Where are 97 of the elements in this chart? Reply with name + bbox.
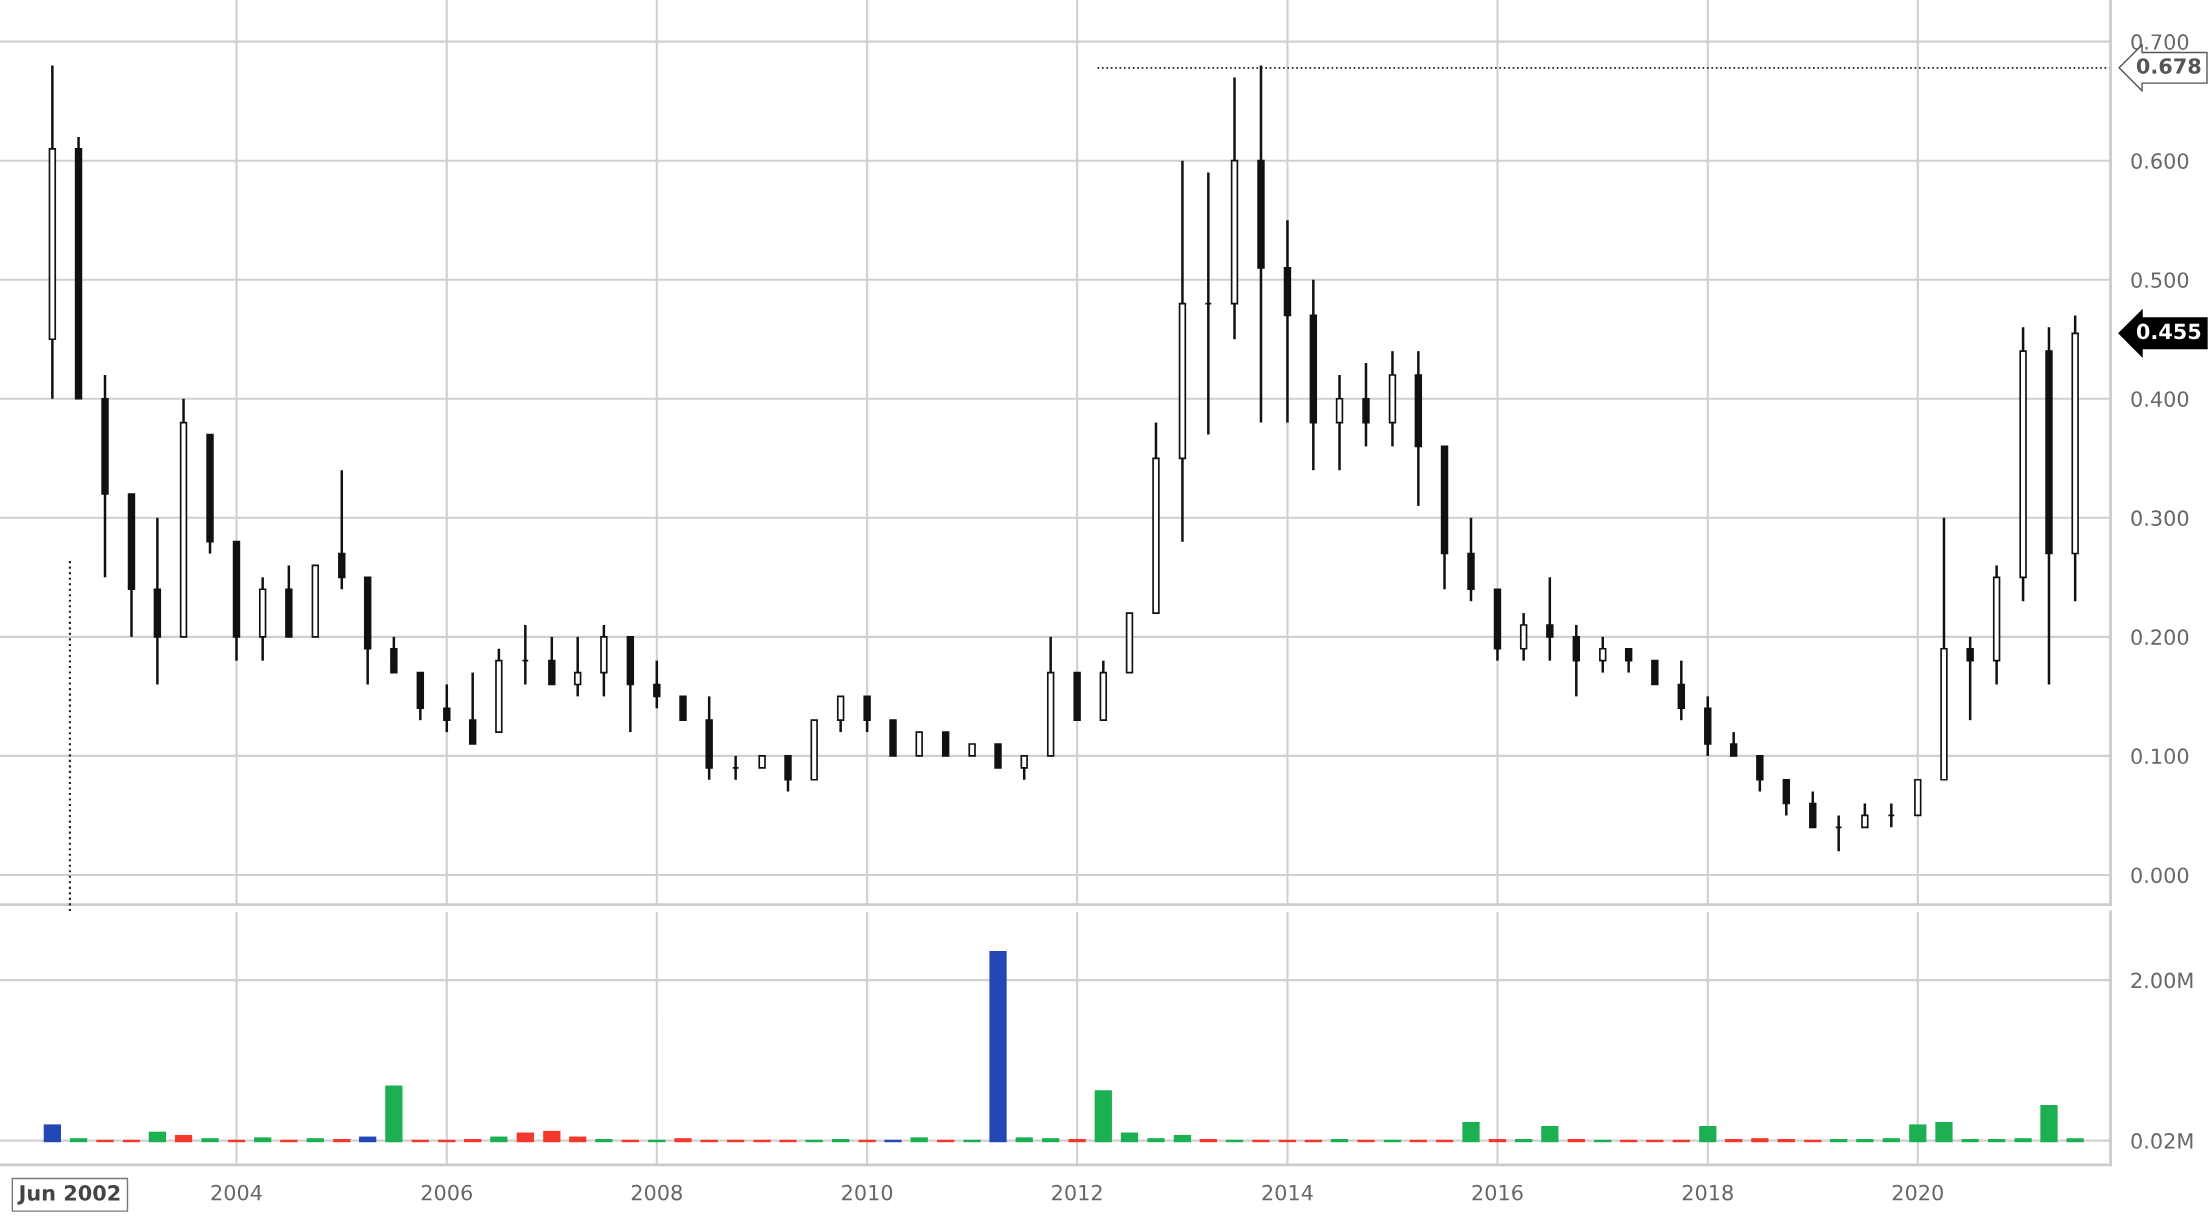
bar [1330, 1138, 1349, 1143]
bar [201, 1138, 219, 1143]
ref-line-label: 0.678 [2136, 58, 2201, 74]
bar [1462, 1121, 1480, 1143]
candlestick [1756, 754, 1764, 793]
x-tick-label: 2018 [1682, 1184, 1733, 1201]
candlestick [1651, 659, 1659, 686]
bar [1725, 1138, 1743, 1143]
candlestick [836, 695, 845, 734]
bar [989, 950, 1007, 1143]
ref-line-label: Jun 2002 [17, 1185, 120, 1205]
bar [1935, 1121, 1953, 1143]
bar [1856, 1138, 1874, 1143]
bar [174, 1134, 193, 1143]
bar [543, 1130, 561, 1143]
candlestick [1335, 373, 1344, 472]
bar [2066, 1138, 2084, 1143]
bar [1199, 1138, 1217, 1143]
bar [1015, 1137, 1033, 1143]
candlestick [548, 635, 556, 686]
x-tick-label: 2008 [631, 1184, 682, 1201]
candlestick [653, 659, 661, 710]
bar [1909, 1124, 1927, 1143]
bar [1987, 1138, 2006, 1143]
candlestick [1677, 659, 1686, 722]
bar [674, 1138, 692, 1143]
candlestick [1020, 754, 1028, 781]
bar [464, 1138, 482, 1143]
bar [385, 1085, 403, 1143]
bar [1541, 1126, 1559, 1143]
candlestick [1966, 635, 1974, 722]
candlestick [1599, 635, 1607, 674]
candlestick [443, 683, 451, 734]
bar [1120, 1132, 1139, 1143]
x-tick-label: 2012 [1052, 1184, 1102, 1201]
bar [1147, 1138, 1165, 1143]
candlestick [1729, 730, 1738, 758]
candlestick [1624, 647, 1633, 674]
candlestick [1782, 778, 1791, 817]
candlestick [863, 695, 871, 734]
candlestick [784, 754, 792, 793]
x-tick-label: 2016 [1472, 1184, 1523, 1201]
text: 0.455 [2136, 323, 2201, 340]
bar [832, 1138, 850, 1143]
candlestick [573, 635, 582, 698]
y-tick-label: 0.500 [2131, 272, 2189, 288]
y-tick-label: 0.300 [2131, 510, 2189, 527]
x-tick-label: 2014 [1262, 1184, 1313, 1201]
bar [1094, 1090, 1112, 1143]
candlestick [915, 731, 923, 757]
bar [1068, 1138, 1086, 1143]
bar [1173, 1134, 1192, 1143]
bar [2014, 1138, 2032, 1143]
candlestick [679, 695, 687, 722]
bar [254, 1137, 272, 1143]
bar [148, 1131, 166, 1143]
bar [516, 1132, 534, 1143]
candlestick [1809, 790, 1817, 829]
y-tick-label: 0.200 [2131, 629, 2189, 646]
y-tick-label: 0.100 [2131, 748, 2189, 765]
y-tick-label: 0.600 [2131, 153, 2189, 169]
bar [1515, 1138, 1533, 1143]
y-tick-label: 0.000 [2131, 867, 2189, 884]
bar [1042, 1138, 1060, 1143]
candlestick [338, 468, 346, 591]
candlestick [994, 743, 1002, 769]
bar [1751, 1138, 1769, 1143]
candlestick [1362, 361, 1370, 448]
bar [1961, 1138, 1979, 1143]
candlestick [1546, 576, 1554, 662]
bar [1830, 1138, 1848, 1143]
bar [910, 1137, 928, 1143]
y-tick-label: 0.700 [2131, 34, 2189, 50]
candlestick [390, 635, 398, 674]
bar [69, 1138, 88, 1143]
bar [306, 1138, 324, 1143]
x-tick-label: 2004 [211, 1184, 262, 1201]
y-tick-label: 0.400 [2131, 391, 2189, 407]
bar [1777, 1138, 1795, 1143]
x-tick-label: 2020 [1892, 1184, 1943, 1201]
bar [1488, 1138, 1507, 1143]
y-tick-label: 2.00M [2131, 972, 2193, 989]
bar [1699, 1126, 1717, 1143]
x-tick-label: 2006 [421, 1184, 472, 1201]
bar [2040, 1104, 2058, 1143]
candlestick [468, 671, 477, 746]
candlestick [1572, 623, 1581, 698]
bar [1567, 1138, 1585, 1143]
bar [333, 1138, 351, 1143]
bar [43, 1124, 61, 1143]
x-tick-label: 2010 [842, 1184, 893, 1201]
y-tick-label: 0.02M [2131, 1133, 2193, 1149]
bar [595, 1138, 613, 1143]
candlestick [1519, 611, 1528, 662]
bar [1882, 1138, 1900, 1143]
candlestick [941, 731, 950, 757]
candlestick [1861, 802, 1869, 829]
